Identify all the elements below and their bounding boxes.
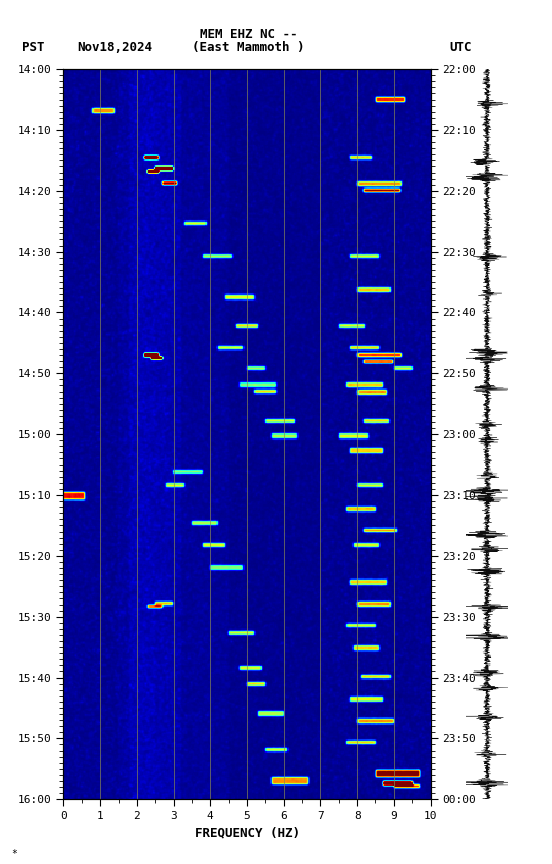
Text: Nov18,2024: Nov18,2024 — [77, 41, 152, 54]
X-axis label: FREQUENCY (HZ): FREQUENCY (HZ) — [194, 827, 300, 840]
Text: PST: PST — [22, 41, 45, 54]
Text: UTC: UTC — [450, 41, 472, 54]
Text: *: * — [11, 849, 17, 859]
Text: (East Mammoth ): (East Mammoth ) — [192, 41, 305, 54]
Text: MEM EHZ NC --: MEM EHZ NC -- — [200, 28, 297, 41]
